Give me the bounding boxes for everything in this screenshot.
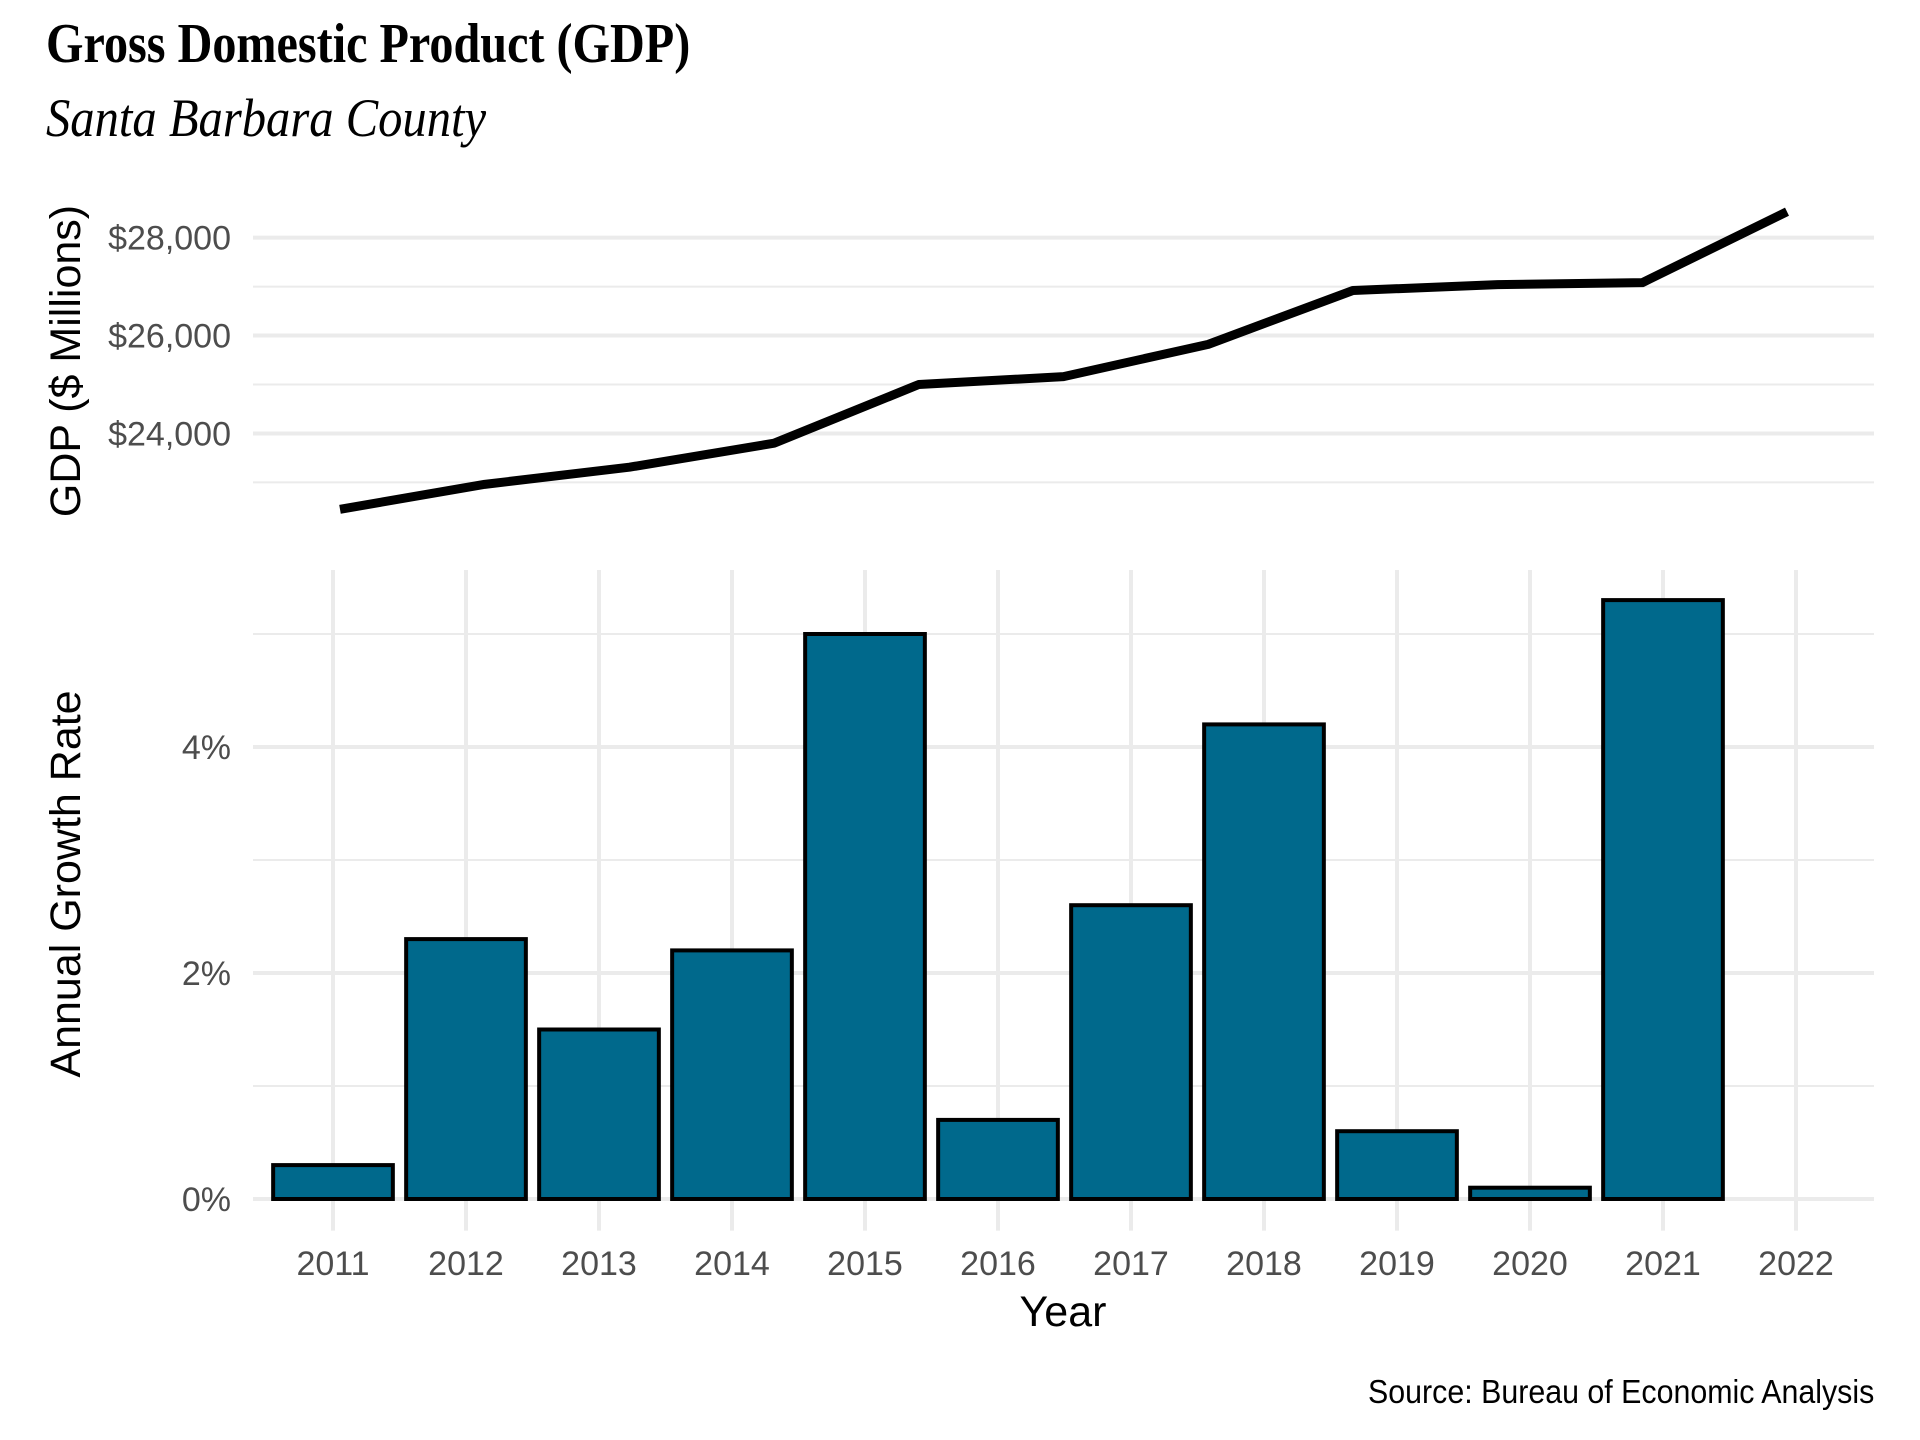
year-tick-label: 2013 [561, 1245, 637, 1283]
year-tick-label: 2022 [1758, 1245, 1834, 1283]
chart-title: Gross Domestic Product (GDP) [46, 13, 691, 75]
growth-bar-2012 [404, 937, 528, 1201]
year-tick-label: 2011 [296, 1245, 369, 1283]
year-tick-label: 2012 [428, 1245, 504, 1283]
year-tick-label: 2021 [1625, 1245, 1701, 1283]
growth-bar-2021 [1601, 598, 1725, 1201]
year-tick-label: 2014 [694, 1245, 770, 1283]
year-tick-label: 2017 [1093, 1245, 1169, 1283]
year-tick-label: 2018 [1226, 1245, 1302, 1283]
year-tick-label: 2015 [827, 1245, 903, 1283]
chart-subtitle: Santa Barbara County [46, 88, 487, 148]
growth-bar-panel: 0%2%4% 2011 2012 2013 2014 2015 2016 2017 2018 2… [42, 570, 1874, 1336]
gdp-y-tick-label: $26,000 [108, 318, 231, 356]
source-caption: Source: Bureau of Economic Analysis [1367, 1373, 1874, 1410]
growth-bar-2020 [1468, 1185, 1592, 1201]
gdp-y-tick-label: $24,000 [108, 415, 231, 453]
gdp-gridlines [253, 235, 1874, 484]
gdp-y-tick-label: $28,000 [108, 220, 231, 258]
growth-bar-2013 [537, 1027, 661, 1201]
growth-bar-2019 [1335, 1129, 1459, 1201]
gdp-line-series [339, 207, 1789, 514]
gdp-y-axis-title: GDP ($ Millions) [42, 205, 90, 517]
growth-bar-2015 [803, 632, 927, 1201]
growth-bars [271, 598, 1725, 1202]
growth-y-tick-label: 2% [182, 955, 231, 993]
year-tick-label: 2019 [1359, 1245, 1435, 1283]
gdp-y-tick-labels: $24,000 $26,000 $28,000 [108, 220, 231, 454]
year-tick-label: 2016 [960, 1245, 1036, 1283]
growth-y-tick-labels: 0% 2% 4% [182, 729, 231, 1219]
growth-bar-2017 [1069, 903, 1193, 1201]
growth-bar-2011 [271, 1163, 395, 1201]
year-x-tick-labels: 2011 2012 2013 2014 2015 2016 2017 2018 2019 2020… [296, 1245, 1833, 1283]
gdp-line [339, 207, 1789, 514]
growth-y-axis-title: Annual Growth Rate [42, 690, 90, 1077]
growth-bar-2018 [1202, 722, 1326, 1202]
growth-bar-2016 [936, 1117, 1060, 1202]
growth-y-tick-label: 4% [182, 729, 231, 767]
x-axis-title: Year [1020, 1288, 1107, 1336]
gdp-line-panel: $24,000 $26,000 $28,000 GDP ($ Millions) [42, 205, 1874, 517]
year-tick-label: 2020 [1492, 1245, 1568, 1283]
growth-bar-2014 [670, 948, 794, 1202]
growth-y-tick-label: 0% [182, 1181, 231, 1219]
